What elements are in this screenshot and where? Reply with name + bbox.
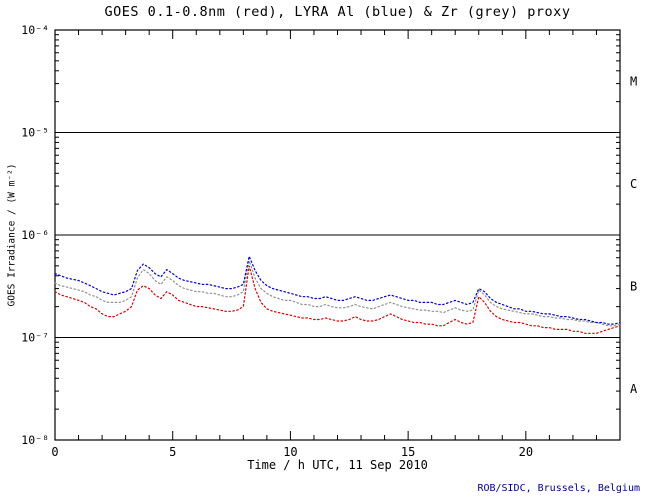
x-tick-label: 5	[169, 445, 176, 459]
x-axis-label: Time / h UTC, 11 Sep 2010	[247, 458, 428, 472]
series-lyra-zr-proxy	[54, 258, 621, 327]
y-tick-label: 10⁻⁴	[21, 23, 49, 37]
y-tick-label: 10⁻⁷	[21, 331, 49, 345]
y-axis-label: GOES Irradiance / (W m⁻²)	[6, 163, 18, 307]
y-tick-label: 10⁻⁶	[21, 228, 49, 242]
flare-class-label-a: A	[630, 382, 638, 396]
series-lyra-al-proxy	[54, 254, 621, 325]
x-tick-label: 15	[401, 445, 415, 459]
x-tick-label: 0	[51, 445, 58, 459]
flare-class-label-b: B	[630, 279, 637, 293]
flare-class-label-c: C	[630, 177, 637, 191]
footer-credit: ROB/SIDC, Brussels, Belgium	[477, 483, 640, 494]
x-tick-label: 10	[283, 445, 297, 459]
y-tick-label: 10⁻⁸	[21, 433, 49, 447]
flare-class-label-m: M	[630, 74, 637, 88]
series-goes-0-1-0-8nm	[54, 265, 621, 334]
y-tick-label: 10⁻⁵	[21, 126, 49, 140]
x-tick-label: 20	[519, 445, 533, 459]
chart-title: GOES 0.1-0.8nm (red), LYRA Al (blue) & Z…	[104, 4, 571, 20]
